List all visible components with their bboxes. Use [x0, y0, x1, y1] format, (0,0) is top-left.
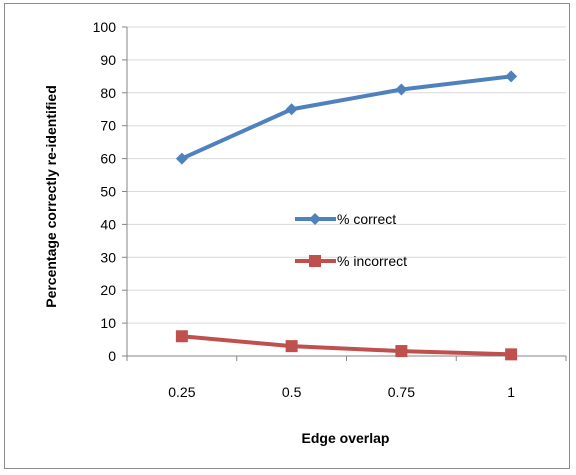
data-point-diamond — [285, 103, 298, 116]
y-tick-label: 60 — [100, 151, 116, 167]
x-tick-label: 0.25 — [168, 384, 195, 400]
y-tick-label: 10 — [100, 315, 116, 331]
x-axis-title: Edge overlap — [302, 430, 390, 446]
legend-label: % correct — [337, 211, 396, 227]
y-tick-label: 90 — [100, 52, 116, 68]
x-tick-label: 1 — [507, 384, 515, 400]
series-line — [181, 334, 512, 357]
x-tick-labels: 0.25 0.5 0.75 1 — [126, 356, 567, 400]
gridlines — [127, 26, 566, 324]
y-tick-label: 40 — [100, 216, 116, 232]
data-point-square — [285, 340, 298, 353]
series-correct — [175, 70, 518, 165]
data-point-diamond — [175, 152, 188, 165]
y-tick-labels: 0 10 20 30 40 50 60 70 80 90 100 — [93, 19, 127, 364]
x-tick-label: 0.5 — [282, 384, 302, 400]
data-point-diamond — [505, 70, 518, 83]
y-tick-label: 100 — [93, 19, 117, 35]
y-tick-label: 30 — [100, 249, 116, 265]
legend-item: % incorrect — [295, 253, 407, 269]
legend-item: % correct — [295, 211, 396, 227]
y-tick-label: 80 — [100, 85, 116, 101]
series-incorrect — [175, 330, 518, 361]
legend-marker-square — [309, 255, 321, 267]
data-point-square — [505, 348, 518, 361]
y-tick-label: 0 — [108, 348, 116, 364]
series-line — [181, 74, 512, 161]
data-point-diamond — [395, 83, 408, 96]
x-tick-label: 0.75 — [388, 384, 415, 400]
legend: % correct % incorrect — [295, 211, 407, 269]
legend-marker-diamond — [309, 213, 321, 225]
legend-label: % incorrect — [337, 253, 407, 269]
data-point-square — [175, 330, 188, 343]
y-tick-label: 20 — [100, 282, 116, 298]
y-tick-label: 50 — [100, 184, 116, 200]
y-axis-title: Percentage correctly re-identified — [43, 85, 59, 308]
series — [175, 70, 518, 361]
y-tick-label: 70 — [100, 118, 116, 134]
data-point-square — [395, 345, 408, 358]
